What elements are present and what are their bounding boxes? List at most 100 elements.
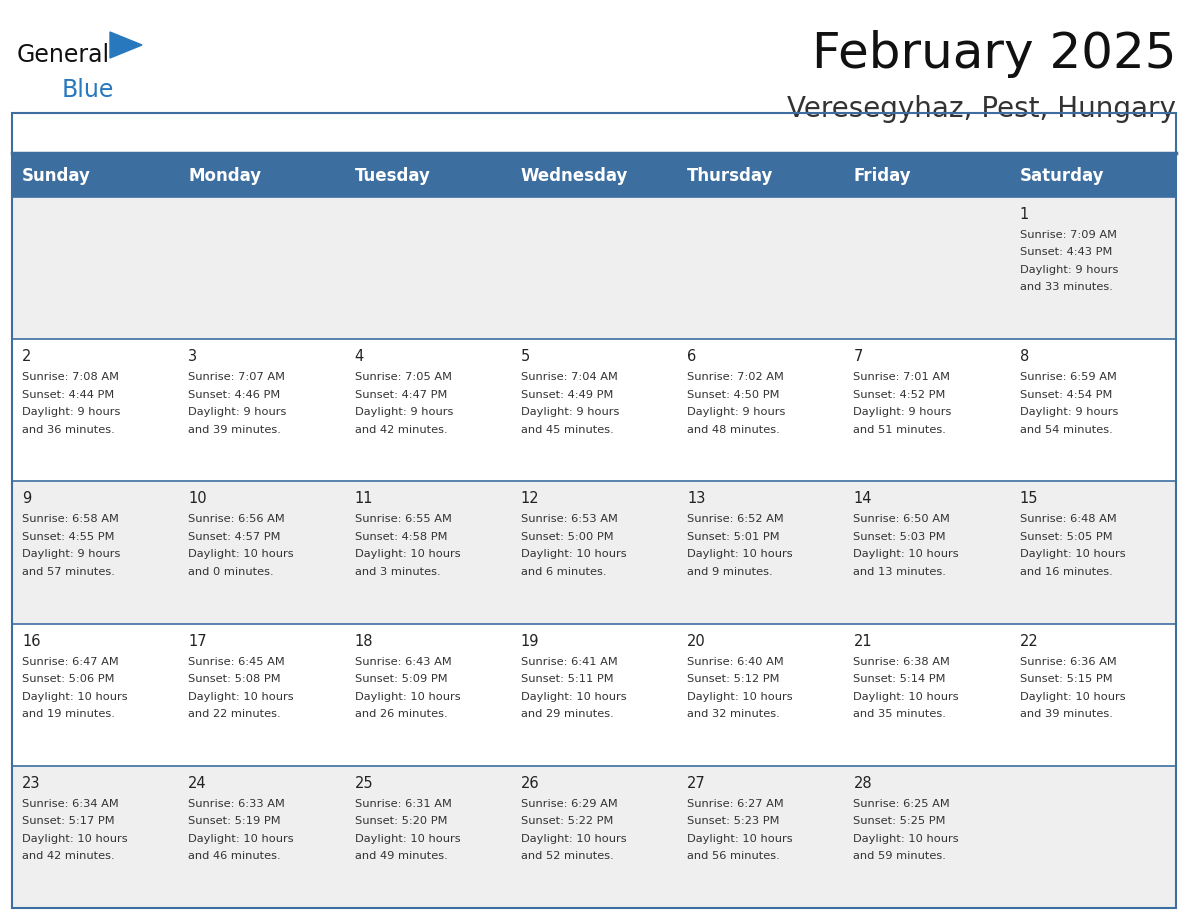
Text: Sunrise: 6:40 AM: Sunrise: 6:40 AM [687, 656, 784, 666]
Text: Sunrise: 6:33 AM: Sunrise: 6:33 AM [188, 799, 285, 809]
Text: Sunset: 4:49 PM: Sunset: 4:49 PM [520, 390, 613, 399]
Text: Sunset: 4:50 PM: Sunset: 4:50 PM [687, 390, 779, 399]
Text: and 22 minutes.: and 22 minutes. [188, 709, 280, 719]
Text: Sunset: 5:20 PM: Sunset: 5:20 PM [354, 816, 447, 826]
Bar [178, 339, 345, 481]
Text: Sunset: 5:01 PM: Sunset: 5:01 PM [687, 532, 779, 542]
Text: Sunset: 5:00 PM: Sunset: 5:00 PM [520, 532, 613, 542]
Text: Sunrise: 6:41 AM: Sunrise: 6:41 AM [520, 656, 618, 666]
Text: and 36 minutes.: and 36 minutes. [23, 425, 115, 435]
Bar [511, 766, 677, 908]
Text: 19: 19 [520, 633, 539, 649]
Text: and 26 minutes.: and 26 minutes. [354, 709, 447, 719]
Text: General: General [17, 43, 110, 67]
Text: 26: 26 [520, 776, 539, 790]
Text: 1: 1 [1019, 207, 1029, 222]
Text: 20: 20 [687, 633, 706, 649]
Text: Wednesday: Wednesday [520, 167, 628, 185]
Text: Sunrise: 6:47 AM: Sunrise: 6:47 AM [23, 656, 119, 666]
Text: Sunrise: 6:52 AM: Sunrise: 6:52 AM [687, 514, 784, 524]
Text: Daylight: 10 hours: Daylight: 10 hours [520, 691, 626, 701]
Text: and 48 minutes.: and 48 minutes. [687, 425, 779, 435]
Bar [677, 766, 843, 908]
Text: Daylight: 9 hours: Daylight: 9 hours [1019, 265, 1118, 275]
Text: Sunrise: 6:59 AM: Sunrise: 6:59 AM [1019, 372, 1117, 382]
Text: Sunrise: 6:31 AM: Sunrise: 6:31 AM [354, 799, 451, 809]
Text: Sunset: 5:14 PM: Sunset: 5:14 PM [853, 674, 946, 684]
Text: and 54 minutes.: and 54 minutes. [1019, 425, 1112, 435]
Text: 4: 4 [354, 349, 364, 364]
Text: 7: 7 [853, 349, 862, 364]
Text: Sunrise: 6:58 AM: Sunrise: 6:58 AM [23, 514, 119, 524]
Text: Tuesday: Tuesday [354, 167, 430, 185]
Text: Daylight: 10 hours: Daylight: 10 hours [853, 691, 959, 701]
Text: and 6 minutes.: and 6 minutes. [520, 567, 606, 577]
Bar [178, 197, 345, 339]
Text: and 33 minutes.: and 33 minutes. [1019, 283, 1113, 293]
Bar [345, 623, 511, 766]
Text: Sunset: 4:46 PM: Sunset: 4:46 PM [188, 390, 280, 399]
Text: Sunrise: 6:29 AM: Sunrise: 6:29 AM [520, 799, 618, 809]
Text: Sunrise: 6:25 AM: Sunrise: 6:25 AM [853, 799, 950, 809]
Text: Sunset: 5:23 PM: Sunset: 5:23 PM [687, 816, 779, 826]
Text: and 9 minutes.: and 9 minutes. [687, 567, 772, 577]
Text: and 42 minutes.: and 42 minutes. [23, 851, 114, 861]
Bar [178, 623, 345, 766]
Text: 14: 14 [853, 491, 872, 507]
Bar [12, 623, 178, 766]
Text: Sunrise: 7:08 AM: Sunrise: 7:08 AM [23, 372, 119, 382]
Text: Sunset: 4:52 PM: Sunset: 4:52 PM [853, 390, 946, 399]
Text: Daylight: 10 hours: Daylight: 10 hours [354, 834, 460, 844]
Bar [843, 339, 1010, 481]
Text: Daylight: 10 hours: Daylight: 10 hours [1019, 691, 1125, 701]
Text: and 29 minutes.: and 29 minutes. [520, 709, 614, 719]
Text: Sunset: 5:09 PM: Sunset: 5:09 PM [354, 674, 447, 684]
Text: 17: 17 [188, 633, 207, 649]
Text: and 13 minutes.: and 13 minutes. [853, 567, 947, 577]
Text: Daylight: 9 hours: Daylight: 9 hours [188, 408, 286, 417]
Text: 5: 5 [520, 349, 530, 364]
Text: 16: 16 [23, 633, 40, 649]
Text: 11: 11 [354, 491, 373, 507]
Text: Sunset: 5:17 PM: Sunset: 5:17 PM [23, 816, 114, 826]
Text: Daylight: 9 hours: Daylight: 9 hours [1019, 408, 1118, 417]
Bar [511, 623, 677, 766]
Bar [843, 481, 1010, 623]
Bar [12, 113, 1176, 908]
Bar [345, 197, 511, 339]
Text: Sunrise: 6:55 AM: Sunrise: 6:55 AM [354, 514, 451, 524]
Text: 2: 2 [23, 349, 31, 364]
Text: Sunrise: 6:36 AM: Sunrise: 6:36 AM [1019, 656, 1117, 666]
Text: and 3 minutes.: and 3 minutes. [354, 567, 441, 577]
Bar [345, 481, 511, 623]
Text: Sunrise: 7:07 AM: Sunrise: 7:07 AM [188, 372, 285, 382]
Text: Sunrise: 6:50 AM: Sunrise: 6:50 AM [853, 514, 950, 524]
Text: Daylight: 10 hours: Daylight: 10 hours [23, 691, 127, 701]
Text: Daylight: 10 hours: Daylight: 10 hours [687, 834, 792, 844]
Text: Monday: Monday [188, 167, 261, 185]
Text: 27: 27 [687, 776, 706, 790]
Text: Sunset: 5:19 PM: Sunset: 5:19 PM [188, 816, 280, 826]
Text: 18: 18 [354, 633, 373, 649]
Text: and 19 minutes.: and 19 minutes. [23, 709, 115, 719]
Text: Sunday: Sunday [23, 167, 90, 185]
Bar [677, 623, 843, 766]
Bar [12, 766, 178, 908]
Text: Daylight: 10 hours: Daylight: 10 hours [188, 549, 293, 559]
Text: 25: 25 [354, 776, 373, 790]
Text: Sunrise: 6:53 AM: Sunrise: 6:53 AM [520, 514, 618, 524]
Text: 28: 28 [853, 776, 872, 790]
Text: Daylight: 9 hours: Daylight: 9 hours [23, 408, 120, 417]
Text: Daylight: 10 hours: Daylight: 10 hours [520, 834, 626, 844]
Bar [1010, 339, 1176, 481]
Text: 24: 24 [188, 776, 207, 790]
Bar [1010, 766, 1176, 908]
Text: February 2025: February 2025 [811, 30, 1176, 78]
Text: Saturday: Saturday [1019, 167, 1104, 185]
Text: Sunset: 5:25 PM: Sunset: 5:25 PM [853, 816, 946, 826]
Text: Blue: Blue [62, 78, 114, 102]
Text: Sunrise: 7:01 AM: Sunrise: 7:01 AM [853, 372, 950, 382]
Text: and 0 minutes.: and 0 minutes. [188, 567, 274, 577]
Text: Sunset: 4:58 PM: Sunset: 4:58 PM [354, 532, 447, 542]
Text: Friday: Friday [853, 167, 911, 185]
